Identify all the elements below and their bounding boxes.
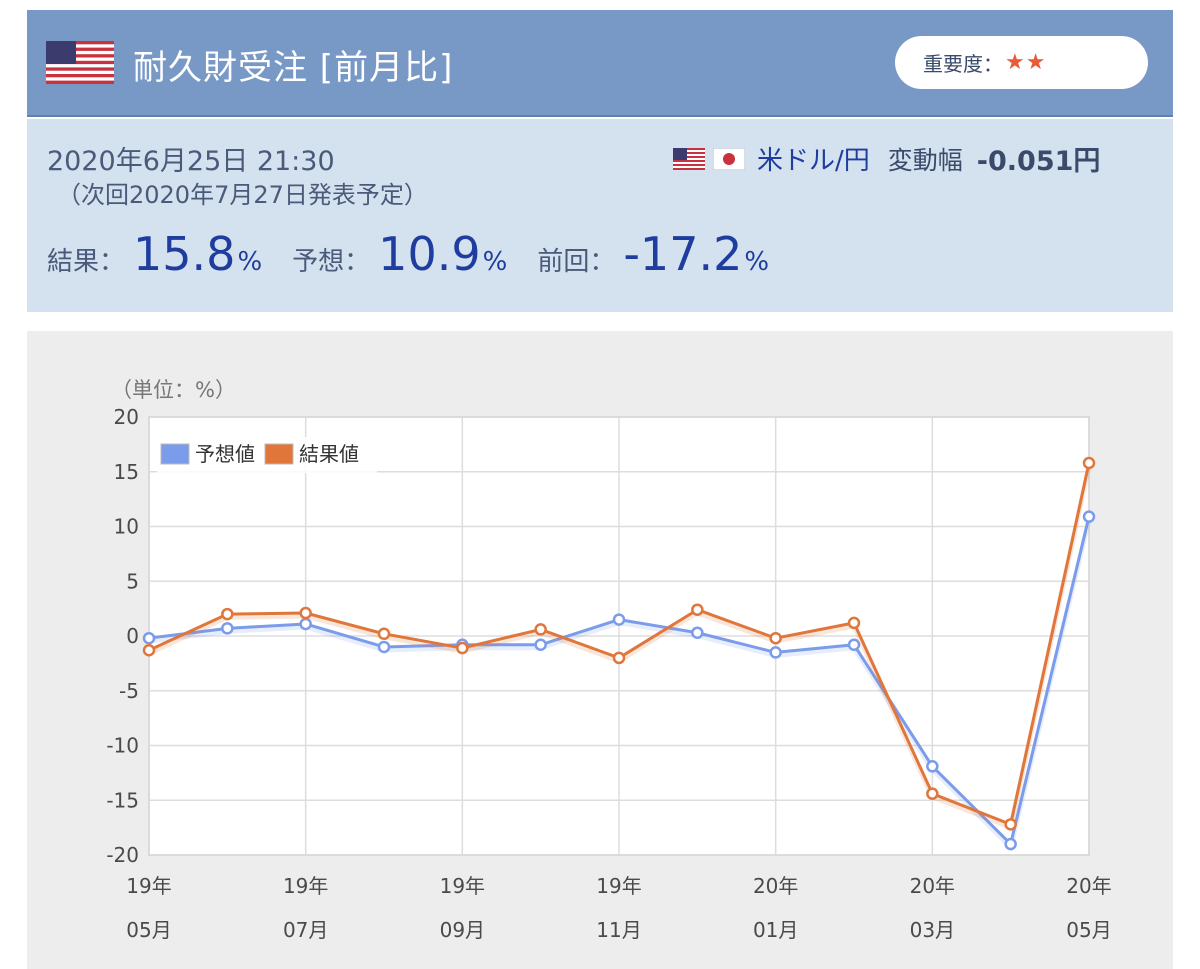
data-point-result [142, 643, 156, 657]
data-point-result [769, 631, 782, 645]
x-tick-label-year: 20年 [1066, 874, 1111, 898]
x-tick-label-month: 05月 [1066, 918, 1111, 942]
x-tick-label-month: 05月 [126, 918, 171, 942]
data-point-result [926, 787, 939, 800]
data-point-result [1004, 818, 1017, 831]
legend-swatch [160, 443, 190, 465]
legend-label: 結果値 [299, 442, 359, 466]
x-tick-label-year: 19年 [126, 874, 171, 898]
y-unit-label: （単位：%） [111, 378, 236, 402]
importance-label: 重要度： [923, 52, 1003, 76]
x-tick-label-month: 09月 [440, 918, 485, 942]
data-point-forecast [769, 646, 782, 659]
x-tick-label-year: 19年 [596, 874, 641, 898]
data-point-result [377, 627, 391, 641]
data-point-forecast [377, 640, 391, 654]
x-tick-label-year: 20年 [753, 874, 798, 898]
data-point-forecast [926, 760, 939, 773]
japan-flag-icon [713, 147, 745, 170]
y-tick-label: -20 [106, 843, 139, 867]
data-point-forecast [1082, 510, 1096, 523]
indicator-title: 耐久財受注 [前月比] [133, 48, 454, 88]
x-tick-label-month: 01月 [753, 918, 798, 942]
us-flag-icon [673, 147, 705, 170]
importance-badge: 重要度： ★★ [895, 36, 1148, 89]
previous-value: -17.2 [623, 227, 743, 281]
currency-pair-info: 米ドル/円 変動幅 -0.051円 [673, 139, 1100, 178]
data-point-result [456, 641, 469, 655]
figures-row: 結果： 15.8 % 予想： 10.9 % 前回： -17.2 % [47, 227, 799, 281]
data-point-forecast [299, 617, 312, 631]
release-datetime: 2020年6月25日 21:30 [47, 146, 335, 177]
x-tick-label-month: 03月 [910, 918, 955, 942]
data-point-forecast [221, 622, 234, 635]
data-point-forecast [1004, 837, 1017, 851]
release-info-panel: 2020年6月25日 21:30 （次回2020年7月27日発表予定） 米ドル/… [27, 119, 1173, 312]
x-tick-label-year: 20年 [910, 874, 955, 898]
x-tick-label-year: 19年 [283, 874, 328, 898]
data-point-forecast [847, 638, 861, 652]
us-flag-icon [46, 41, 114, 84]
legend-swatch [264, 443, 294, 465]
data-point-forecast [691, 626, 704, 639]
range-label: 変動幅 [887, 145, 963, 175]
importance-stars: ★★ [1005, 50, 1047, 75]
result-label: 結果： [47, 247, 126, 277]
y-tick-label: 20 [114, 405, 139, 429]
data-point-result [534, 623, 547, 636]
result-unit: % [237, 247, 263, 277]
previous-unit: % [744, 247, 770, 277]
forecast-value: 10.9 [378, 227, 481, 281]
data-point-result [221, 607, 234, 621]
forecast-label: 予想： [292, 247, 371, 277]
x-tick-label-month: 11月 [596, 918, 641, 942]
result-value: 15.8 [133, 227, 236, 281]
forecast-unit: % [482, 247, 508, 277]
y-tick-label: -15 [106, 788, 139, 812]
x-tick-label-month: 07月 [283, 918, 328, 942]
data-point-result [612, 651, 626, 665]
data-point-result [299, 606, 312, 620]
data-point-forecast [142, 631, 156, 645]
next-release: （次回2020年7月27日発表予定） [57, 181, 428, 209]
y-tick-label: 0 [126, 624, 139, 648]
previous-label: 前回： [537, 247, 616, 277]
y-tick-label: 5 [126, 569, 139, 593]
x-tick-label-year: 19年 [440, 874, 485, 898]
legend-label: 予想値 [195, 442, 255, 466]
y-tick-label: -10 [106, 734, 139, 758]
currency-pair-link[interactable]: 米ドル/円 [757, 146, 870, 176]
data-point-forecast [612, 613, 626, 626]
data-point-forecast [534, 638, 547, 652]
y-tick-label: 10 [114, 515, 139, 539]
data-point-result [1082, 456, 1096, 470]
y-tick-label: -5 [119, 679, 139, 703]
range-value: -0.051円 [976, 146, 1101, 177]
data-point-result [691, 603, 704, 616]
indicator-header: 耐久財受注 [前月比] 重要度： ★★ [27, 10, 1173, 117]
line-chart: 20 15 10 5 0 -5 -10 -15 -20 19年 05月 19年 07月 19年 09月 19年… [106, 378, 1111, 942]
data-point-result [847, 616, 861, 630]
y-tick-label: 15 [114, 460, 139, 484]
chart-panel: 20 15 10 5 0 -5 -10 -15 -20 19年 05月 19年 07月 19年 09月 19年… [27, 331, 1173, 969]
